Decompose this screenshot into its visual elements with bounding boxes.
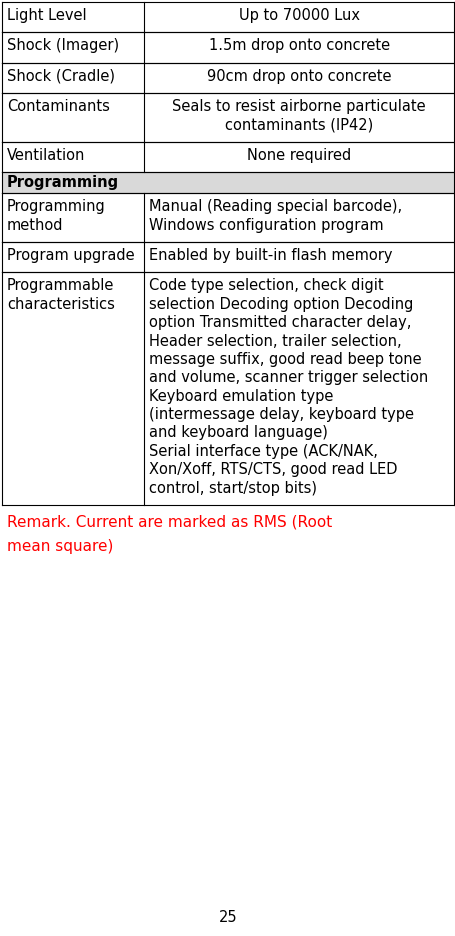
Text: Up to 70000 Lux: Up to 70000 Lux (238, 8, 359, 23)
Text: Contaminants: Contaminants (7, 99, 110, 114)
Text: Seals to resist airborne particulate: Seals to resist airborne particulate (172, 99, 425, 114)
Text: mean square): mean square) (7, 539, 113, 554)
Text: Header selection, trailer selection,: Header selection, trailer selection, (149, 333, 401, 348)
Text: Programming: Programming (7, 199, 106, 214)
Text: Xon/Xoff, RTS/CTS, good read LED: Xon/Xoff, RTS/CTS, good read LED (149, 462, 397, 477)
Text: selection Decoding option Decoding: selection Decoding option Decoding (149, 297, 413, 312)
Text: Shock (Cradle): Shock (Cradle) (7, 68, 115, 83)
Text: and volume, scanner trigger selection: and volume, scanner trigger selection (149, 371, 428, 386)
Bar (2, 172, 453, 193)
Text: characteristics: characteristics (7, 297, 115, 312)
Bar (2, 33, 453, 63)
Text: Remark. Current are marked as RMS (Root: Remark. Current are marked as RMS (Root (7, 515, 332, 530)
Text: control, start/stop bits): control, start/stop bits) (149, 480, 317, 495)
Text: and keyboard language): and keyboard language) (149, 425, 328, 440)
Bar (2, 142, 453, 172)
Text: Enabled by built-in flash memory: Enabled by built-in flash memory (149, 248, 392, 263)
Text: 25: 25 (218, 911, 237, 926)
Text: Windows configuration program: Windows configuration program (149, 218, 383, 233)
Text: Keyboard emulation type: Keyboard emulation type (149, 388, 333, 403)
Text: 1.5m drop onto concrete: 1.5m drop onto concrete (208, 38, 389, 53)
Bar (2, 272, 453, 505)
Text: Program upgrade: Program upgrade (7, 248, 134, 263)
Text: Manual (Reading special barcode),: Manual (Reading special barcode), (149, 199, 402, 214)
Text: Shock (Imager): Shock (Imager) (7, 38, 119, 53)
Bar (2, 242, 453, 272)
Text: (intermessage delay, keyboard type: (intermessage delay, keyboard type (149, 407, 414, 422)
Text: Programmable: Programmable (7, 278, 114, 293)
Bar (2, 2, 453, 33)
Text: Code type selection, check digit: Code type selection, check digit (149, 278, 383, 293)
Text: Ventilation: Ventilation (7, 148, 85, 163)
Text: message suffix, good read beep tone: message suffix, good read beep tone (149, 352, 421, 367)
Text: option Transmitted character delay,: option Transmitted character delay, (149, 315, 411, 330)
Text: Serial interface type (ACK/NAK,: Serial interface type (ACK/NAK, (149, 444, 378, 459)
Bar (2, 93, 453, 142)
Text: method: method (7, 218, 63, 233)
Text: Light Level: Light Level (7, 8, 86, 23)
Text: None required: None required (247, 148, 350, 163)
Text: 90cm drop onto concrete: 90cm drop onto concrete (207, 68, 390, 83)
Bar (2, 63, 453, 93)
Text: Programming: Programming (7, 175, 119, 190)
Text: contaminants (IP42): contaminants (IP42) (225, 118, 373, 133)
Bar (2, 193, 453, 242)
